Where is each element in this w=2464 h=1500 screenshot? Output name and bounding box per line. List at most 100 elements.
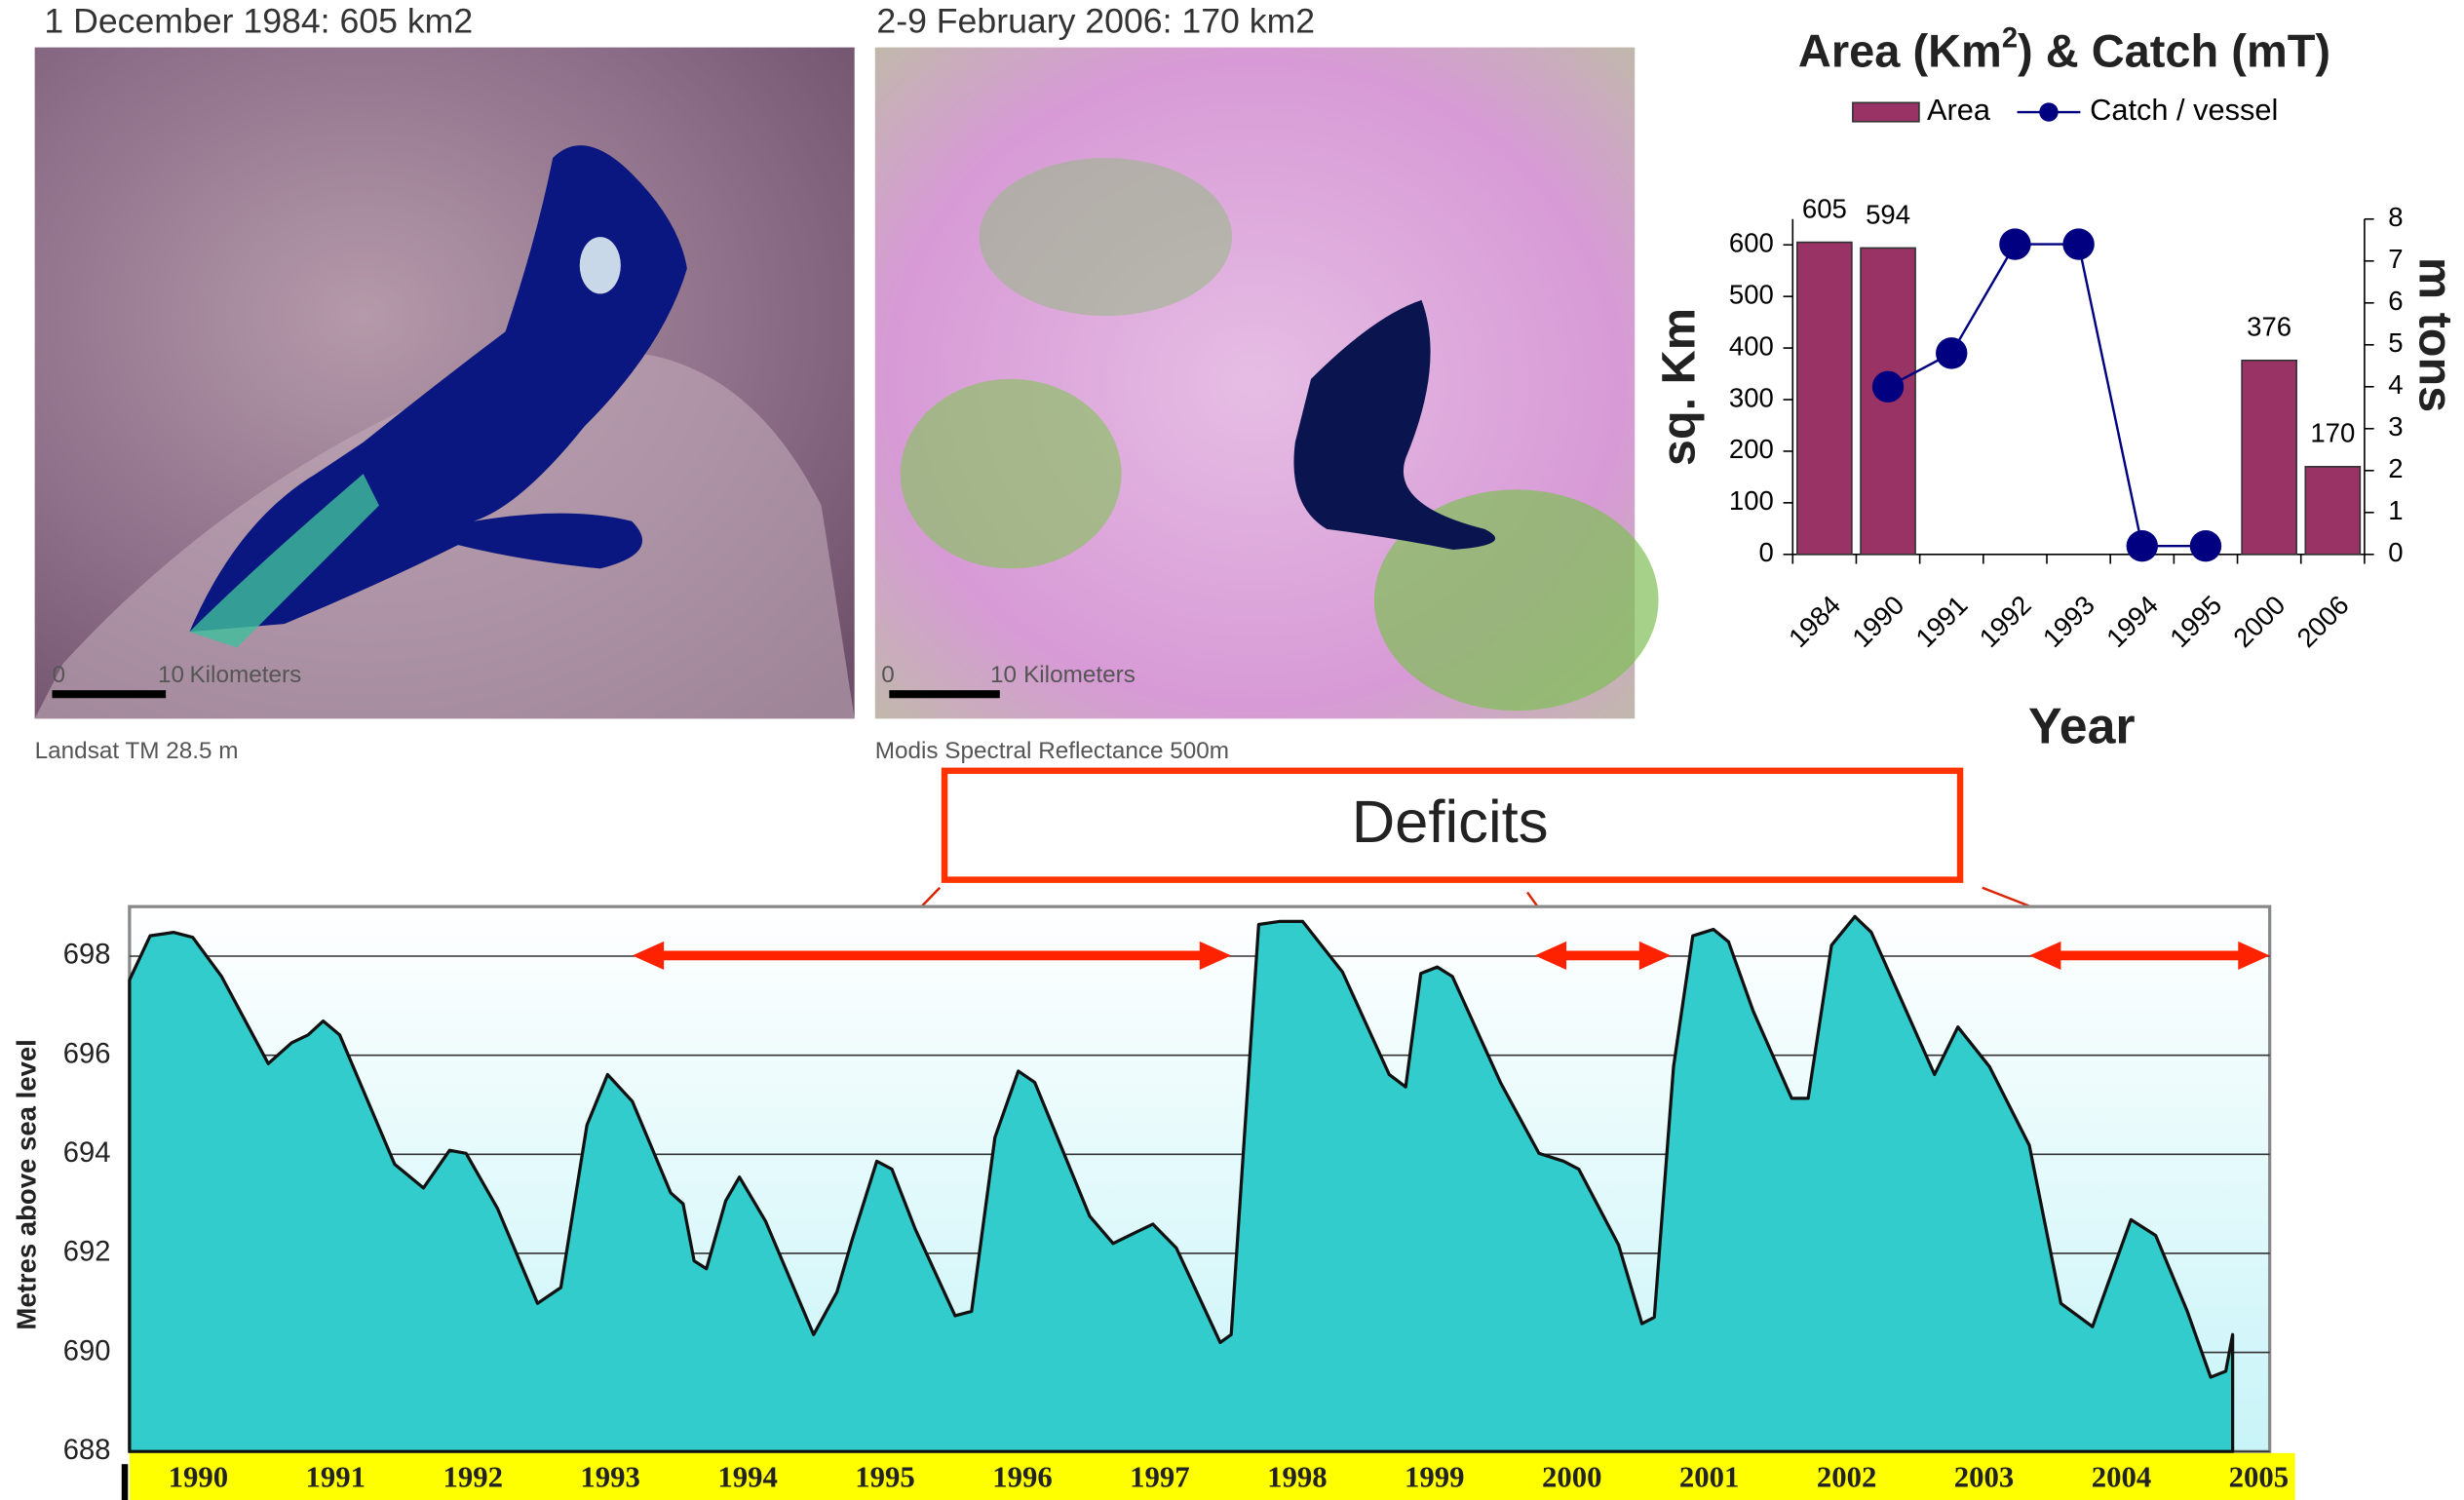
deficit-arrow xyxy=(2029,941,2270,970)
x-tick-label: 1990 xyxy=(169,1460,229,1493)
annotation-box xyxy=(941,767,1964,883)
satellite-image-1984: 0 10 Kilometers xyxy=(34,47,855,719)
y-tick-label: 694 xyxy=(63,1137,111,1169)
x-tick-label: 1995 xyxy=(855,1460,915,1493)
chart-title: Area (Km2) & Catch (mT) xyxy=(1798,22,2330,77)
y-axis-label: sq. Km xyxy=(1653,308,1706,466)
data-label: 170 xyxy=(2310,418,2355,448)
legend-label: Catch / vessel xyxy=(2090,93,2278,127)
legend-marker xyxy=(2039,102,2059,122)
arrow-head xyxy=(1199,941,1232,970)
y2-tick-label: 2 xyxy=(2388,453,2403,483)
marker xyxy=(2189,529,2222,562)
arrow-head xyxy=(1534,941,1567,970)
y2-tick-label: 7 xyxy=(2388,244,2403,274)
x-tick-label: 2006 xyxy=(2291,590,2354,653)
deficit-arrow xyxy=(1534,941,1672,970)
y-tick-label: 200 xyxy=(1729,434,1774,464)
y-tick-label: 690 xyxy=(63,1335,111,1366)
y-tick-label: 100 xyxy=(1729,485,1774,516)
y2-tick-label: 6 xyxy=(2388,286,2403,316)
legend-label: Area xyxy=(1927,93,1991,127)
x-tick-label: 1992 xyxy=(443,1460,503,1493)
marker xyxy=(1936,337,1968,369)
x-tick-label: 1990 xyxy=(1846,590,1909,653)
x-tick-label: 2003 xyxy=(1954,1460,2015,1493)
year-band xyxy=(129,1452,2295,1500)
y-tick-label: 698 xyxy=(63,940,111,971)
line xyxy=(1887,243,2206,548)
arrow-head xyxy=(632,941,665,970)
x-tick-label: 1998 xyxy=(1267,1460,1328,1493)
y-tick-label: 692 xyxy=(63,1237,111,1268)
x-tick-label: 1993 xyxy=(2037,590,2100,653)
image-caption: 1 December 1984: 605 km2 xyxy=(44,2,473,41)
y2-tick-label: 5 xyxy=(2388,327,2403,358)
arrow-head xyxy=(2238,941,2270,970)
bar xyxy=(1796,241,1853,556)
x-tick-label: 2000 xyxy=(2227,590,2291,653)
bar xyxy=(2241,359,2297,556)
y-tick-label: 0 xyxy=(1759,537,1774,567)
x-tick-label: 1992 xyxy=(1974,590,2037,653)
x-tick-label: 1999 xyxy=(1405,1460,1465,1493)
scale-label: 10 xyxy=(158,662,184,688)
y2-tick-label: 4 xyxy=(2388,369,2403,400)
area xyxy=(128,914,2235,1453)
x-tick-label: 1991 xyxy=(1909,590,1973,653)
x-tick-label: 1984 xyxy=(1783,590,1846,653)
title-part: Area (Km xyxy=(1798,25,2002,77)
y2-tick-label: 8 xyxy=(2388,202,2403,232)
x-tick-label: 2002 xyxy=(1817,1460,1877,1493)
y-axis-label: Metres above sea level xyxy=(11,1039,41,1329)
x-tick-label: 1995 xyxy=(2164,590,2227,653)
x-tick-label: 1996 xyxy=(992,1460,1053,1493)
y-tick-label: 500 xyxy=(1729,279,1774,309)
marker xyxy=(1999,228,2031,260)
data-label: 594 xyxy=(1866,199,1910,229)
image-source: Modis Spectral Reflectance 500m xyxy=(875,738,1229,764)
x-tick-label: 1997 xyxy=(1130,1460,1190,1493)
scale-label: Kilometers xyxy=(1023,662,1136,688)
scale-label: 10 xyxy=(990,662,1017,688)
data-label: 605 xyxy=(1802,193,1847,223)
x-tick-label: 1991 xyxy=(306,1460,366,1493)
title-part: ) & Catch (mT) xyxy=(2018,25,2330,77)
x-tick-label: 2004 xyxy=(2092,1460,2152,1493)
deficit-arrow xyxy=(632,941,1232,970)
y2-tick-label: 1 xyxy=(2388,495,2403,525)
scale-label: Kilometers xyxy=(189,662,301,688)
scale-label: 0 xyxy=(881,662,895,688)
marker xyxy=(2062,228,2095,260)
x-tick-label: 1993 xyxy=(580,1460,640,1493)
x-tick-label: 1994 xyxy=(2100,590,2164,653)
y-tick-label: 400 xyxy=(1729,330,1774,361)
arrow-head xyxy=(1638,941,1672,970)
legend-swatch xyxy=(1852,101,1920,123)
marker xyxy=(2126,529,2158,562)
x-tick-label: 2000 xyxy=(1542,1460,1602,1493)
image-source: Landsat TM 28.5 m xyxy=(35,738,239,764)
data-label: 376 xyxy=(2247,312,2291,342)
axis-stub xyxy=(121,1464,129,1500)
x-axis-label: Year xyxy=(2028,697,2136,753)
y2-axis-label: m tons xyxy=(2409,257,2462,412)
y2-tick-label: 3 xyxy=(2388,411,2403,442)
x-tick-label: 1994 xyxy=(717,1460,778,1493)
scale-label: 0 xyxy=(52,662,65,688)
satellite-image-2006: 0 10 Kilometers xyxy=(874,47,1659,719)
title-sup: 2 xyxy=(2002,22,2018,54)
y-tick-label: 600 xyxy=(1729,228,1774,258)
image-caption: 2-9 February 2006: 170 km2 xyxy=(876,2,1315,41)
y-tick-label: 300 xyxy=(1729,382,1774,412)
x-tick-label: 2005 xyxy=(2229,1460,2290,1493)
y-tick-label: 688 xyxy=(63,1435,111,1466)
marker xyxy=(1871,370,1905,403)
y-tick-label: 696 xyxy=(63,1038,111,1069)
arrow-head xyxy=(2029,941,2061,970)
y2-tick-label: 0 xyxy=(2388,537,2403,567)
annotation-text: Deficits xyxy=(1352,788,1549,856)
x-tick-label: 2001 xyxy=(1679,1460,1740,1493)
